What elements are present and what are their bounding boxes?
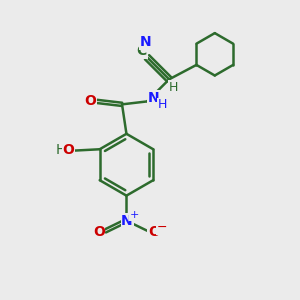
Text: O: O (85, 94, 97, 108)
Text: O: O (148, 225, 160, 238)
Text: N: N (148, 91, 159, 105)
Text: N: N (140, 35, 152, 49)
Text: N: N (121, 214, 133, 228)
Text: H: H (158, 98, 167, 111)
Text: H: H (169, 81, 178, 94)
Text: −: − (157, 221, 168, 234)
Text: H: H (55, 143, 66, 157)
Text: O: O (62, 143, 74, 157)
Text: O: O (93, 225, 105, 238)
Text: +: + (130, 210, 140, 220)
Text: C: C (136, 44, 147, 58)
